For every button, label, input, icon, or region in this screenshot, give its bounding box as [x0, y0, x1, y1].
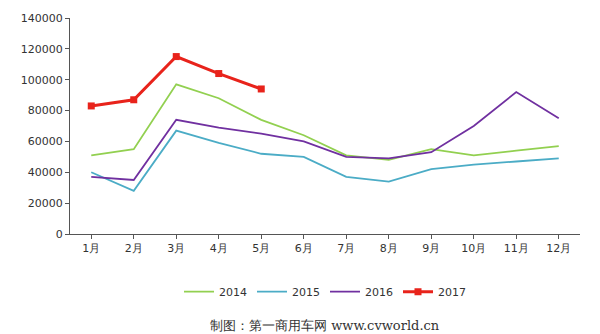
svg-text:120000: 120000: [21, 43, 63, 56]
svg-text:11月: 11月: [504, 242, 529, 255]
svg-text:100000: 100000: [21, 74, 63, 87]
svg-text:4月: 4月: [210, 242, 228, 255]
svg-text:6月: 6月: [295, 242, 313, 255]
svg-text:20000: 20000: [28, 197, 63, 210]
svg-text:9月: 9月: [422, 242, 440, 255]
svg-text:0: 0: [56, 228, 63, 241]
svg-text:2014: 2014: [219, 286, 247, 299]
svg-text:10月: 10月: [461, 242, 486, 255]
svg-text:制图：第一商用车网 www.cvworld.cn: 制图：第一商用车网 www.cvworld.cn: [210, 318, 440, 333]
svg-text:2月: 2月: [125, 242, 143, 255]
svg-text:2017: 2017: [438, 286, 466, 299]
svg-text:1月: 1月: [82, 242, 100, 255]
svg-text:5月: 5月: [252, 242, 270, 255]
svg-text:40000: 40000: [28, 166, 63, 179]
svg-text:80000: 80000: [28, 104, 63, 117]
svg-text:2016: 2016: [365, 286, 393, 299]
svg-text:60000: 60000: [28, 135, 63, 148]
svg-text:8月: 8月: [380, 242, 398, 255]
svg-text:140000: 140000: [21, 12, 63, 25]
svg-text:3月: 3月: [167, 242, 185, 255]
svg-text:2015: 2015: [292, 286, 320, 299]
svg-text:12月: 12月: [546, 242, 571, 255]
svg-text:7月: 7月: [337, 242, 355, 255]
